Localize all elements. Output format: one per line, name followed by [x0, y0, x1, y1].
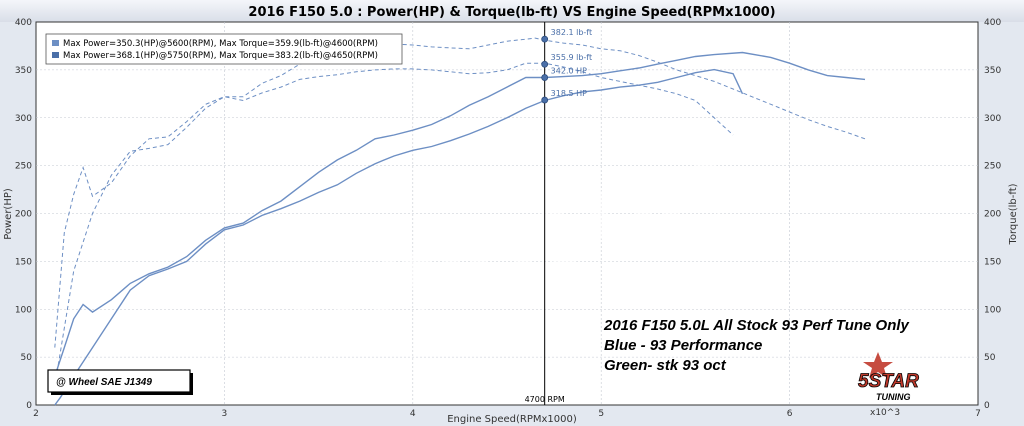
- cursor-point-label: 382.1 lb-ft: [551, 28, 592, 37]
- sae-badge: @ Wheel SAE J1349: [47, 369, 193, 395]
- series-layer: [54, 37, 866, 406]
- sae-badge-label: @ Wheel SAE J1349: [56, 377, 152, 388]
- y-tick-label-left: 200: [15, 210, 32, 220]
- legend-entry: Max Power=350.3(HP)@5600(RPM), Max Torqu…: [63, 39, 378, 49]
- logo-main-text: 5STAR: [858, 371, 919, 392]
- tune-notes: 2016 F150 5.0L All Stock 93 Perf Tune On…: [603, 317, 910, 374]
- cursor-point: [541, 96, 549, 104]
- x-tick-label: 4: [410, 409, 416, 419]
- y-tick-label-right: 300: [984, 114, 1001, 124]
- title-bar: [0, 0, 1024, 22]
- cursor-point-label: 342.0 HP: [551, 67, 587, 76]
- y-tick-label-left: 100: [15, 305, 32, 315]
- legend: Max Power=350.3(HP)@5600(RPM), Max Torqu…: [45, 33, 403, 65]
- y-tick-label-right: 50: [984, 353, 996, 363]
- x-tick-label: 7: [975, 409, 981, 419]
- cursor-point: [541, 60, 549, 68]
- y-tick-label-right: 200: [984, 210, 1001, 220]
- series-line: [54, 37, 866, 348]
- y-tick-label-right: 350: [984, 66, 1001, 76]
- x-tick-label: 2: [33, 409, 39, 419]
- x-axis-multiplier: x10^3: [870, 408, 900, 418]
- y-tick-label-left: 250: [15, 162, 32, 172]
- series-line: [54, 62, 734, 386]
- grid-lines: [36, 22, 978, 405]
- series-line: [54, 68, 744, 406]
- chart-title: 2016 F150 5.0 : Power(HP) & Torque(lb-ft…: [248, 5, 775, 20]
- legend-swatch: [52, 52, 59, 58]
- y-axis-right-title: Torque(lb-ft): [1008, 183, 1019, 245]
- y-tick-label-left: 350: [15, 66, 32, 76]
- y-tick-label-right: 400: [984, 18, 1001, 28]
- y-tick-label-left: 400: [15, 18, 32, 28]
- legend-swatch: [52, 40, 59, 46]
- note-line: 2016 F150 5.0L All Stock 93 Perf Tune On…: [603, 317, 910, 334]
- y-tick-label-left: 150: [15, 257, 32, 267]
- cursor-point: [541, 35, 549, 43]
- logo-sub-text: TUNING: [876, 392, 911, 402]
- cursor-layer: 4700 RPM 382.1 lb-ft 355.9 lb-ft 342.0 HP 31…: [525, 22, 592, 405]
- x-axis-ticks: 2 3 4 5 6 7: [33, 409, 981, 419]
- rpm-cursor-label: 4700 RPM: [525, 395, 565, 404]
- sae-badge-shadow: [51, 392, 193, 395]
- y-tick-label-left: 300: [15, 114, 32, 124]
- cursor-point-label: 355.9 lb-ft: [551, 53, 592, 62]
- y-tick-label-left: 50: [21, 353, 33, 363]
- cursor-point-label: 318.5 HP: [551, 89, 587, 98]
- legend-box: [45, 33, 403, 65]
- y-axis-left-title: Power(HP): [3, 188, 14, 240]
- y-axis-left-ticks: 0 50 100 150 200 250 300 350 400: [15, 18, 32, 411]
- y-tick-label-right: 250: [984, 162, 1001, 172]
- note-line: Green- stk 93 oct: [604, 357, 727, 374]
- series-line: [54, 51, 866, 377]
- x-tick-label: 3: [222, 409, 228, 419]
- y-axis-right-ticks: 0 50 100 150 200 250 300 350 400: [984, 18, 1001, 411]
- star-icon: [863, 352, 893, 378]
- x-tick-label: 6: [787, 409, 793, 419]
- cursor-point: [541, 74, 549, 81]
- note-line: Blue - 93 Performance: [604, 337, 762, 354]
- y-tick-label-left: 0: [26, 401, 32, 411]
- five-star-tuning-logo: 5STAR TUNING: [858, 352, 920, 402]
- legend-entry: Max Power=368.1(HP)@5750(RPM), Max Torqu…: [63, 51, 378, 61]
- y-tick-label-right: 0: [984, 401, 990, 411]
- x-axis-title: Engine Speed(RPMx1000): [447, 414, 577, 425]
- y-tick-label-right: 150: [984, 257, 1001, 267]
- y-tick-label-right: 100: [984, 305, 1001, 315]
- x-tick-label: 5: [598, 409, 604, 419]
- sae-badge-shadow: [190, 373, 193, 395]
